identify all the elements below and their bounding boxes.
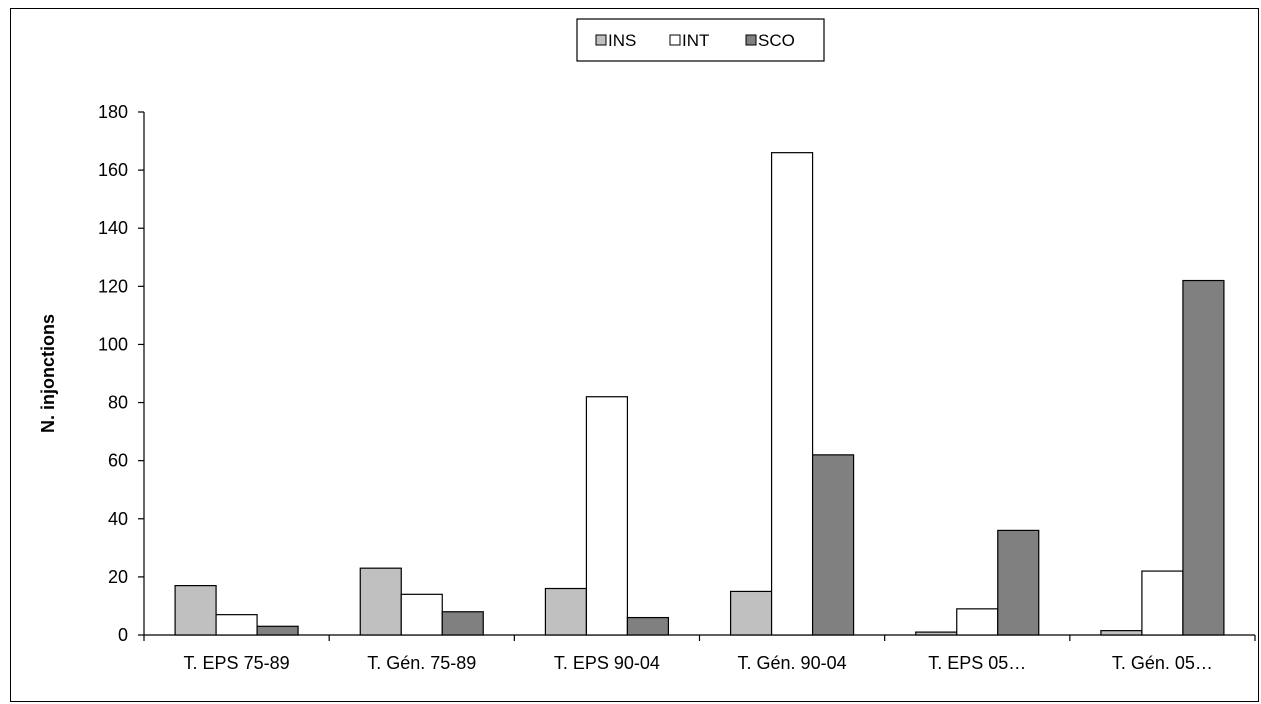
bar-sco: [811, 454, 855, 636]
bar-ins: [544, 587, 588, 636]
bar-ins: [1100, 630, 1143, 636]
y-tick-label: 120: [98, 276, 128, 296]
bar-ins: [915, 631, 958, 636]
legend-label-ins: INS: [608, 31, 636, 50]
legend-label-sco: SCO: [758, 31, 795, 50]
y-axis-title: N. injonctions: [38, 314, 58, 433]
chart-frame: [10, 8, 1259, 702]
bar-int: [585, 396, 629, 636]
x-tick-label: T. Gén. 05…: [1112, 653, 1213, 673]
x-tick-label: T. EPS 90-04: [554, 653, 660, 673]
y-tick-label: 40: [108, 509, 128, 529]
y-tick-label: 60: [108, 451, 128, 471]
bar-ins: [729, 590, 773, 636]
legend-swatch-ins: [595, 34, 607, 46]
bars: [174, 152, 1225, 636]
bar-int: [1141, 570, 1184, 636]
legend-swatch-int: [669, 34, 681, 46]
y-tick-label: 100: [98, 334, 128, 354]
bar-int: [400, 593, 443, 636]
bar-ins: [359, 567, 402, 636]
bar-int: [956, 608, 999, 636]
bar-sco: [256, 625, 299, 636]
bar-sco: [441, 611, 484, 636]
y-tick-label: 20: [108, 567, 128, 587]
x-tick-label: T. EPS 75-89: [184, 653, 290, 673]
y-tick-label: 0: [118, 625, 128, 645]
legend-label-int: INT: [682, 31, 709, 50]
legend: INS INT SCO: [576, 18, 825, 62]
y-tick-label: 160: [98, 160, 128, 180]
x-tick-label: T. Gén. 90-04: [738, 653, 847, 673]
y-tick-label: 180: [98, 102, 128, 122]
bar-ins: [174, 585, 217, 636]
x-axis: T. EPS 75-89 T. Gén. 75-89 T. EPS 90-04 T. …: [143, 634, 1256, 673]
legend-box: [576, 18, 825, 62]
y-tick-label: 80: [108, 393, 128, 413]
bar-sco: [1182, 279, 1225, 636]
legend-swatch-sco: [745, 34, 757, 46]
bar-int: [770, 152, 814, 636]
y-axis: 0 20 40 60 80 100 120 140 160 180: [98, 102, 145, 645]
bar-sco: [997, 529, 1040, 636]
bar-int: [215, 614, 258, 636]
x-tick-label: T. EPS 05…: [928, 653, 1026, 673]
x-tick-label: T. Gén. 75-89: [367, 653, 476, 673]
y-tick-label: 140: [98, 218, 128, 238]
bar-sco: [626, 616, 670, 636]
